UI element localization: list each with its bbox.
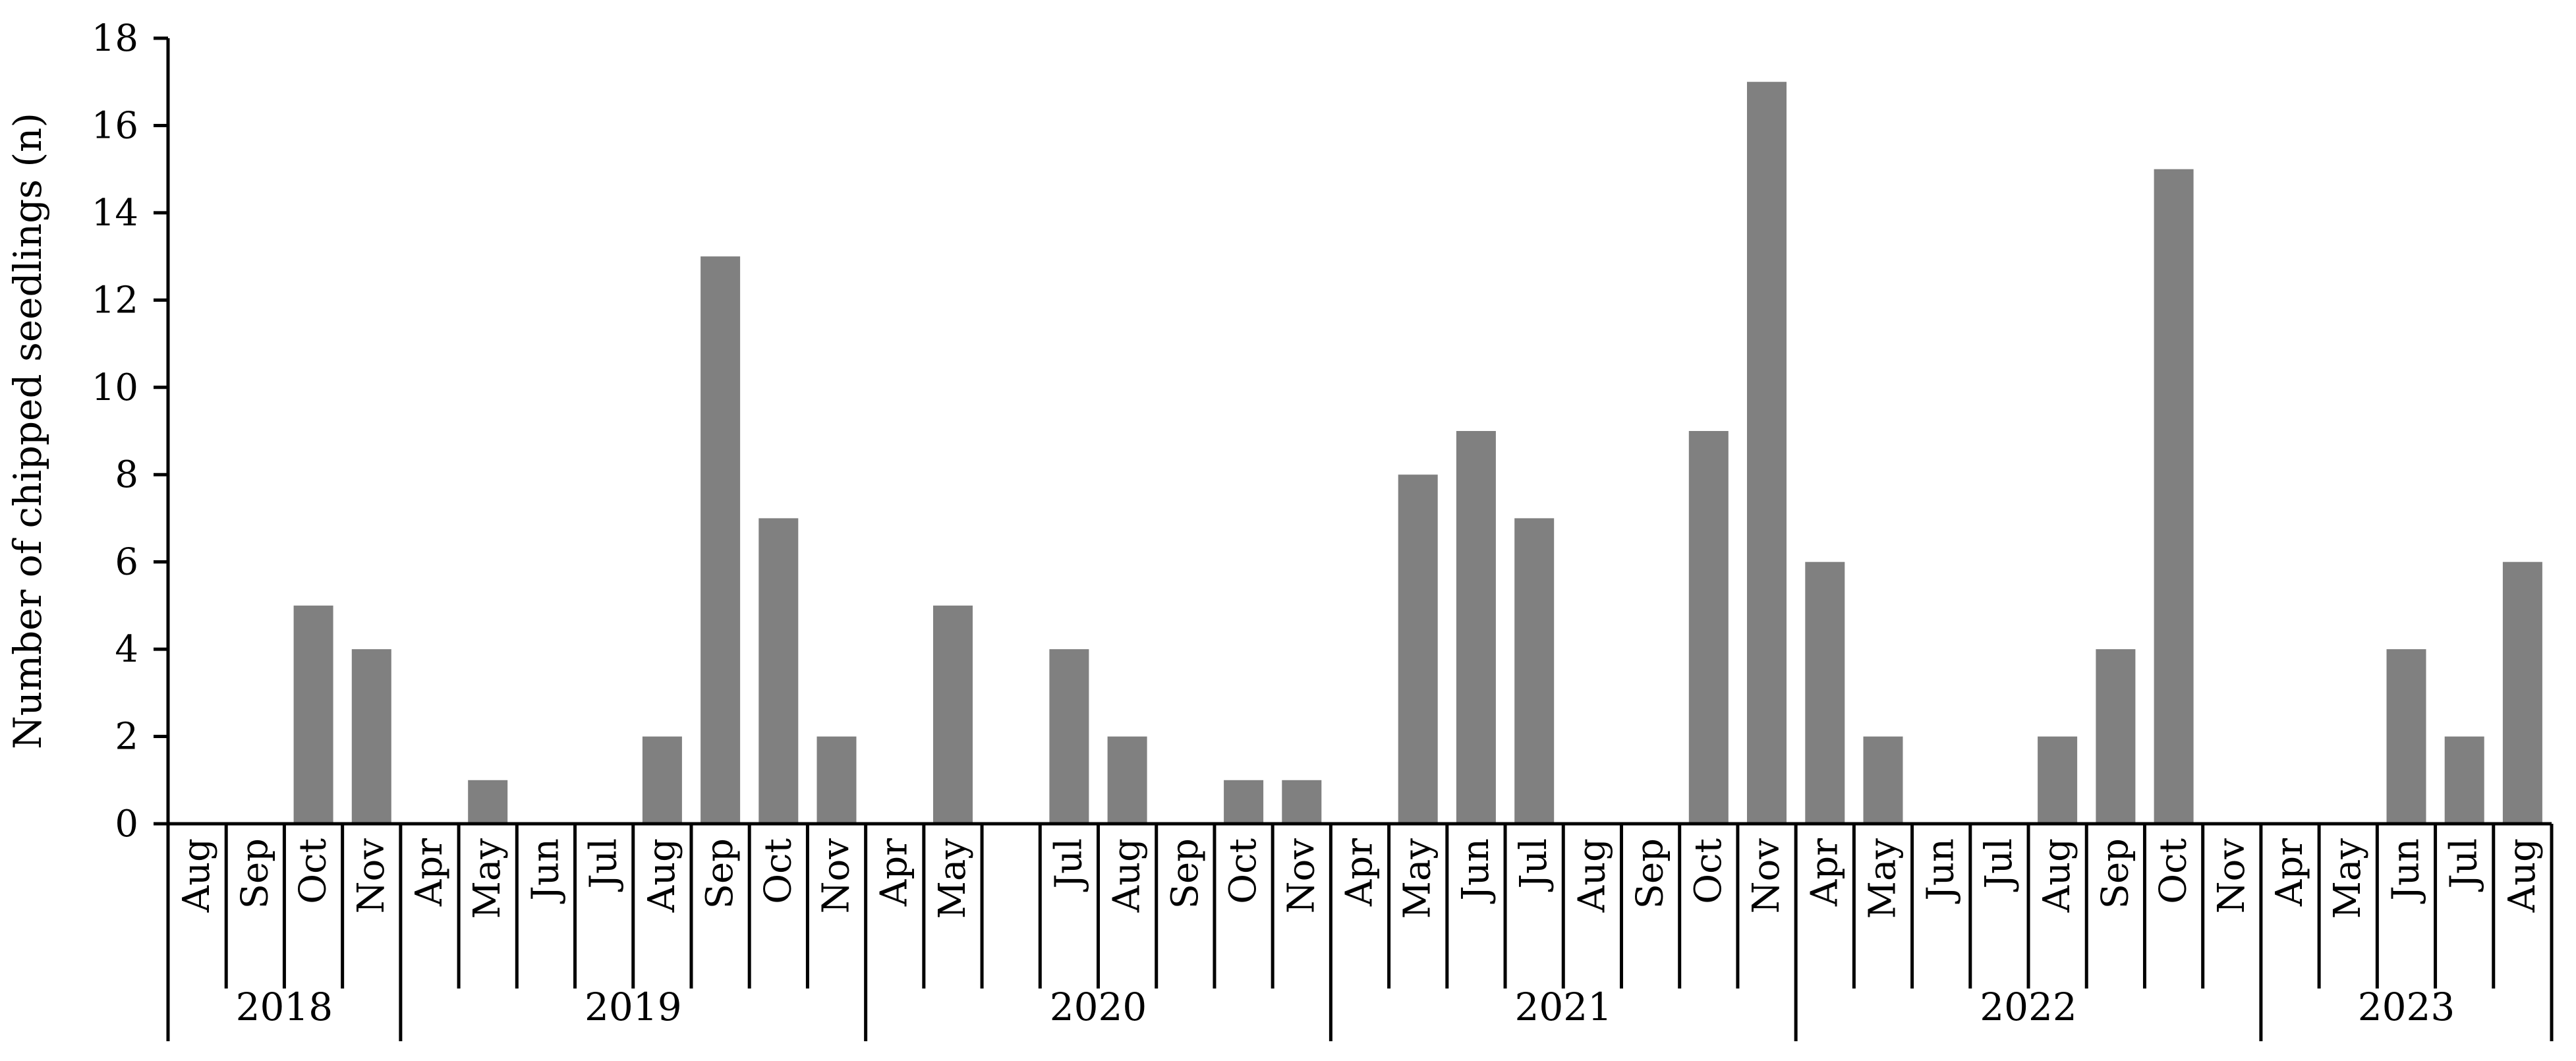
y-tick-label: 16 (92, 104, 138, 147)
category-tick-label: Jul (1047, 838, 1090, 892)
category-tick-label: May (2326, 838, 2369, 919)
bar (1398, 474, 1438, 824)
year-label: 2023 (2358, 985, 2455, 1029)
y-tick-label: 2 (115, 716, 138, 759)
category-tick-label: Aug (1106, 838, 1149, 913)
category-tick-label: Apr (873, 838, 916, 907)
category-tick-label: Aug (2501, 838, 2544, 913)
bar (1863, 736, 1903, 824)
bar (1282, 780, 1322, 824)
y-tick-label: 18 (92, 17, 138, 60)
category-tick-label: Jun (524, 838, 567, 904)
y-tick-label: 8 (115, 453, 138, 496)
category-tick-label: May (931, 838, 974, 919)
category-tick-label: Nov (1280, 838, 1323, 914)
bar (933, 605, 973, 824)
bar (1049, 649, 1089, 824)
category-tick-label: May (1396, 838, 1439, 919)
category-tick-label: Nov (2210, 838, 2253, 914)
category-tick-label: Oct (757, 838, 799, 904)
year-label: 2018 (236, 985, 333, 1029)
bar (1747, 82, 1787, 824)
category-tick-label: Apr (1338, 838, 1381, 907)
bar (2154, 169, 2194, 824)
bar (1514, 518, 1555, 824)
y-tick-label: 0 (115, 803, 138, 846)
category-tick-label: Jun (2385, 838, 2428, 904)
y-tick-label: 12 (92, 279, 138, 322)
category-tick-label: Aug (2036, 838, 2078, 913)
category-tick-label: Oct (292, 838, 335, 904)
category-tick-label: Aug (641, 838, 683, 913)
bars-layer (293, 82, 2542, 824)
category-tick-label: Apr (408, 838, 451, 907)
category-tick-label: Aug (1570, 838, 1613, 913)
y-tick-label: 10 (92, 366, 138, 409)
bar (1456, 431, 1496, 824)
bar (2038, 736, 2078, 824)
category-tick-label: Apr (2268, 838, 2311, 907)
bar (1107, 736, 1147, 824)
year-label: 2020 (1050, 985, 1147, 1029)
category-tick-label: Jun (1920, 838, 1962, 904)
category-tick-label: Sep (2094, 838, 2136, 909)
bar (758, 518, 799, 824)
bar (1224, 780, 1264, 824)
bar (351, 649, 391, 824)
bar (2096, 649, 2136, 824)
year-label: 2019 (585, 985, 682, 1029)
bar (642, 736, 682, 824)
y-axis-title: Number of chipped seedlings (n) (5, 113, 50, 749)
category-tick-label: Oct (2152, 838, 2195, 904)
category-tick-label: Jun (1454, 838, 1497, 904)
axes-layer (154, 36, 2554, 1041)
category-tick-label: Jul (583, 838, 625, 892)
year-label: 2022 (1980, 985, 2077, 1029)
category-tick-label: Jul (2443, 838, 2486, 892)
category-tick-label: Apr (1803, 838, 1846, 907)
y-tick-label: 14 (92, 192, 138, 235)
bar (701, 256, 741, 824)
category-tick-label: Oct (1687, 838, 1730, 904)
bar (2386, 649, 2426, 824)
bar (1805, 561, 1845, 824)
category-tick-label: Nov (815, 838, 858, 914)
category-tick-label: Sep (1629, 838, 1672, 909)
category-tick-label: May (466, 838, 509, 919)
bar (1688, 431, 1729, 824)
category-tick-label: Aug (175, 838, 218, 913)
category-tick-label: Nov (350, 838, 393, 914)
category-tick-label: Oct (1222, 838, 1265, 904)
category-tick-label: Sep (233, 838, 276, 909)
y-tick-label: 4 (115, 628, 138, 671)
labels-layer: Aug Sep Oct Nov Apr May Jun Jul Aug Sep Oct Nov Apr M… (92, 17, 2544, 1029)
category-tick-label: Nov (1745, 838, 1788, 914)
category-tick-label: Jul (1512, 838, 1555, 892)
bar (468, 780, 508, 824)
y-tick-label: 6 (115, 541, 138, 584)
category-tick-label: May (1862, 838, 1904, 919)
bar (816, 736, 857, 824)
category-tick-label: Sep (699, 838, 741, 909)
bar (2502, 561, 2542, 824)
bar (293, 605, 333, 824)
category-tick-label: Sep (1164, 838, 1207, 909)
bar (2444, 736, 2484, 824)
year-label: 2021 (1514, 985, 1612, 1029)
category-tick-label: Jul (1978, 838, 2020, 892)
